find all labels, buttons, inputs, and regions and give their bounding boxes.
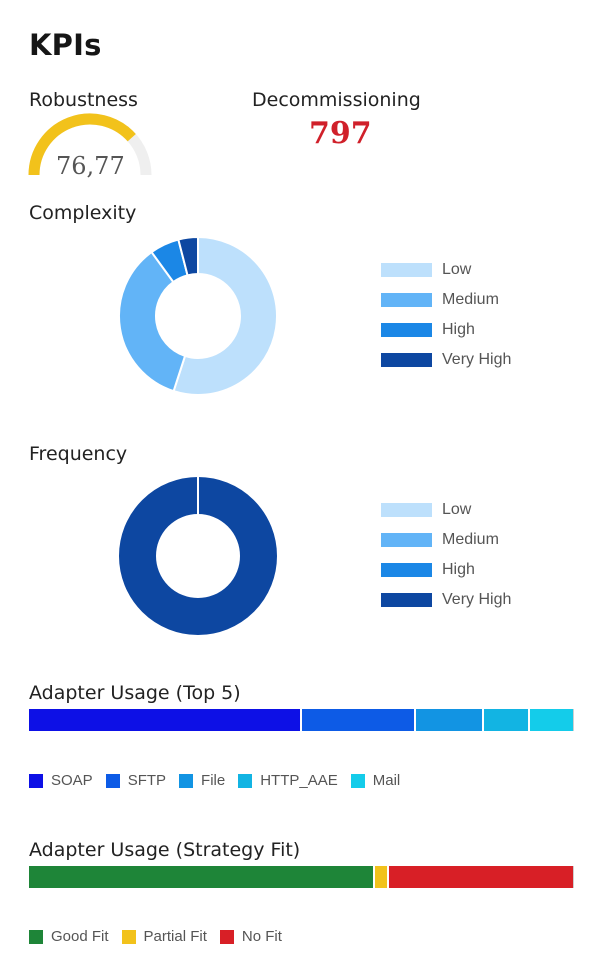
frequency-legend-item-medium[interactable]: Medium <box>381 525 511 555</box>
adapter-strategy-bar <box>29 866 574 888</box>
adapter-strategy-legend-label: Partial Fit <box>143 928 207 945</box>
complexity-legend-item-high[interactable]: High <box>381 315 511 345</box>
complexity-legend-label: Medium <box>442 291 499 308</box>
frequency-donut-chart <box>119 476 277 635</box>
robustness-gauge <box>28 113 152 176</box>
frequency-label: Frequency <box>29 443 128 465</box>
complexity-legend-swatch <box>381 323 432 337</box>
frequency-legend-label: Very High <box>442 591 512 608</box>
adapter-top5-legend-item-file[interactable]: File <box>179 772 225 789</box>
adapter-top5-bar-segment-http-aae[interactable] <box>484 709 531 731</box>
adapter-top5-legend-item-http-aae[interactable]: HTTP_AAE <box>238 772 338 789</box>
adapter-strategy-legend-swatch <box>121 929 136 944</box>
adapter-top5-bar <box>29 709 574 731</box>
adapter-top5-bar-segment-soap[interactable] <box>29 709 302 731</box>
complexity-slice-very-high[interactable] <box>177 236 199 277</box>
adapter-top5-legend-swatch <box>350 773 365 788</box>
adapter-top5-legend-label: Mail <box>372 772 401 789</box>
adapter-strategy-legend-label: Good Fit <box>51 928 109 945</box>
frequency-legend-item-low[interactable]: Low <box>381 495 511 525</box>
adapter-strategy-label: Adapter Usage (Strategy Fit) <box>29 839 301 861</box>
decommissioning-label: Decommissioning <box>252 89 421 111</box>
adapter-top5-legend-label: HTTP_AAE <box>260 772 338 789</box>
adapter-top5-legend-swatch <box>105 773 120 788</box>
complexity-label: Complexity <box>29 202 137 224</box>
complexity-legend: Low Medium High Very High <box>381 255 511 375</box>
adapter-top5-bar-segment-file[interactable] <box>415 709 485 731</box>
adapter-top5-legend-item-soap[interactable]: SOAP <box>29 772 93 789</box>
adapter-strategy-bar-segment-good-fit[interactable] <box>29 866 376 888</box>
adapter-strategy-bar-segment-no-fit[interactable] <box>388 866 574 888</box>
complexity-slice-medium[interactable] <box>118 250 187 393</box>
complexity-legend-item-very-high[interactable]: Very High <box>381 345 511 375</box>
decommissioning-value: 797 <box>309 116 372 151</box>
adapter-strategy-legend-item-no-fit[interactable]: No Fit <box>219 928 282 945</box>
adapter-top5-legend-item-sftp[interactable]: SFTP <box>105 772 167 789</box>
adapter-strategy-legend-item-good-fit[interactable]: Good Fit <box>29 928 109 945</box>
adapter-top5-legend-swatch <box>238 773 253 788</box>
complexity-legend-label: Low <box>442 261 472 278</box>
frequency-legend-swatch <box>381 503 432 517</box>
adapter-top5-bar-segment-mail[interactable] <box>530 709 574 731</box>
frequency-legend-swatch <box>381 563 432 577</box>
frequency-legend-label: Low <box>442 501 472 518</box>
adapter-top5-legend-swatch <box>179 773 194 788</box>
frequency-legend-swatch <box>381 533 432 547</box>
adapter-top5-label: Adapter Usage (Top 5) <box>29 682 241 704</box>
frequency-legend-swatch <box>381 593 432 607</box>
complexity-legend-item-medium[interactable]: Medium <box>381 285 511 315</box>
frequency-legend-label: Medium <box>442 531 499 548</box>
adapter-top5-legend-item-mail[interactable]: Mail <box>350 772 401 789</box>
complexity-slice-low[interactable] <box>172 236 278 396</box>
robustness-label: Robustness <box>29 89 138 111</box>
adapter-strategy-legend: Good Fit Partial Fit No Fit <box>29 928 295 945</box>
adapter-strategy-legend-label: No Fit <box>241 928 282 945</box>
adapter-strategy-legend-swatch <box>29 929 43 944</box>
adapter-top5-legend: SOAP SFTP File HTTP_AAE Mail <box>29 772 413 789</box>
complexity-legend-swatch <box>381 353 432 367</box>
adapter-top5-bar-segment-sftp[interactable] <box>301 709 416 731</box>
complexity-donut-chart <box>118 236 278 396</box>
complexity-legend-label: High <box>442 321 475 338</box>
adapter-strategy-legend-item-partial-fit[interactable]: Partial Fit <box>121 928 207 945</box>
complexity-legend-label: Very High <box>442 351 512 368</box>
adapter-top5-legend-swatch <box>29 773 43 788</box>
adapter-top5-legend-label: SOAP <box>51 772 93 789</box>
adapter-strategy-bar-segment-partial-fit[interactable] <box>375 866 389 888</box>
page-title: KPIs <box>29 28 102 62</box>
complexity-legend-item-low[interactable]: Low <box>381 255 511 285</box>
complexity-legend-swatch <box>381 263 432 277</box>
robustness-value: 76,77 <box>56 152 125 180</box>
frequency-legend: Low Medium High Very High <box>381 495 511 615</box>
adapter-top5-legend-label: SFTP <box>127 772 167 789</box>
complexity-legend-swatch <box>381 293 432 307</box>
adapter-top5-legend-label: File <box>201 772 226 789</box>
gauge-fill <box>28 113 136 176</box>
adapter-strategy-legend-swatch <box>219 929 234 944</box>
frequency-legend-label: High <box>442 561 475 578</box>
frequency-legend-item-high[interactable]: High <box>381 555 511 585</box>
frequency-legend-item-very-high[interactable]: Very High <box>381 585 511 615</box>
